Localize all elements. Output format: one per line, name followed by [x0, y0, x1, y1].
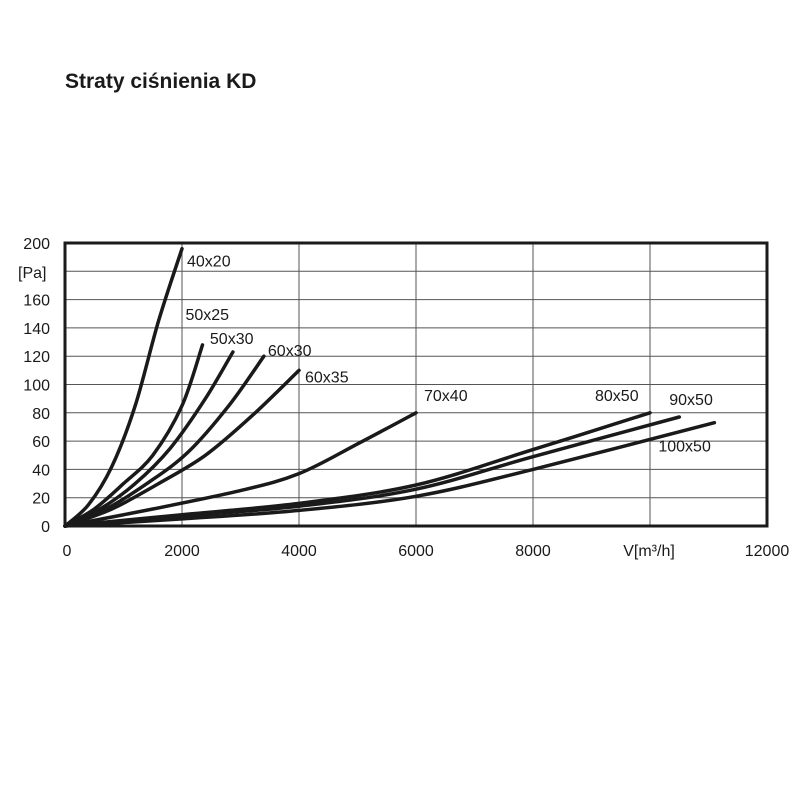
- x-tick-label: 8000: [515, 543, 551, 560]
- series-label-80x50: 80x50: [595, 388, 639, 405]
- series-label-70x40: 70x40: [424, 388, 468, 405]
- y-tick-label: 100: [23, 378, 50, 395]
- series-label-60x30: 60x30: [268, 343, 312, 360]
- series-line-50x25: [63, 343, 205, 528]
- y-tick-label: 160: [23, 293, 50, 310]
- x-tick-label: 2000: [164, 543, 200, 560]
- series-label-100x50: 100x50: [658, 439, 711, 456]
- series-label-40x20: 40x20: [187, 254, 231, 271]
- chart-title: Straty ciśnienia KD: [65, 70, 257, 93]
- x-tick-label: 0: [63, 543, 72, 560]
- series-line-100x50: [63, 420, 717, 528]
- series-lines: [63, 246, 717, 528]
- x-tick-labels: 0 2000 4000 6000 8000 12000: [63, 543, 790, 560]
- series-label-90x50: 90x50: [669, 392, 713, 409]
- y-tick-label: 20: [32, 491, 50, 508]
- series-label-50x25: 50x25: [185, 307, 229, 324]
- series-line-90x50: [63, 415, 682, 528]
- x-tick-label: 4000: [281, 543, 317, 560]
- y-tick-label: 40: [32, 462, 50, 479]
- series-line-60x35: [63, 368, 301, 528]
- series-label-60x35: 60x35: [305, 369, 349, 386]
- series-labels: 40x20 50x25 50x30 60x30 60x35 70x40 80x50 90x50…: [185, 254, 712, 456]
- series-line-60x30: [63, 354, 266, 528]
- y-axis-label: [Pa]: [18, 265, 46, 282]
- series-label-50x30: 50x30: [210, 331, 254, 348]
- series-line-40x20: [63, 246, 184, 528]
- x-axis-label: V[m³/h]: [623, 543, 675, 560]
- x-tick-label: 6000: [398, 543, 434, 560]
- y-tick-labels: 0 20 40 60 80 100 120 140 160 200: [23, 236, 50, 536]
- y-tick-label: 80: [32, 406, 50, 423]
- y-tick-label: 200: [23, 236, 50, 253]
- x-tick-label: 12000: [745, 543, 790, 560]
- y-tick-label: 120: [23, 349, 50, 366]
- y-tick-label: 60: [32, 434, 50, 451]
- series-line-70x40: [63, 411, 418, 528]
- plot-frame: [63, 241, 769, 528]
- y-tick-label: 0: [41, 519, 50, 536]
- y-tick-label: 140: [23, 321, 50, 338]
- series-line-50x30: [63, 350, 235, 528]
